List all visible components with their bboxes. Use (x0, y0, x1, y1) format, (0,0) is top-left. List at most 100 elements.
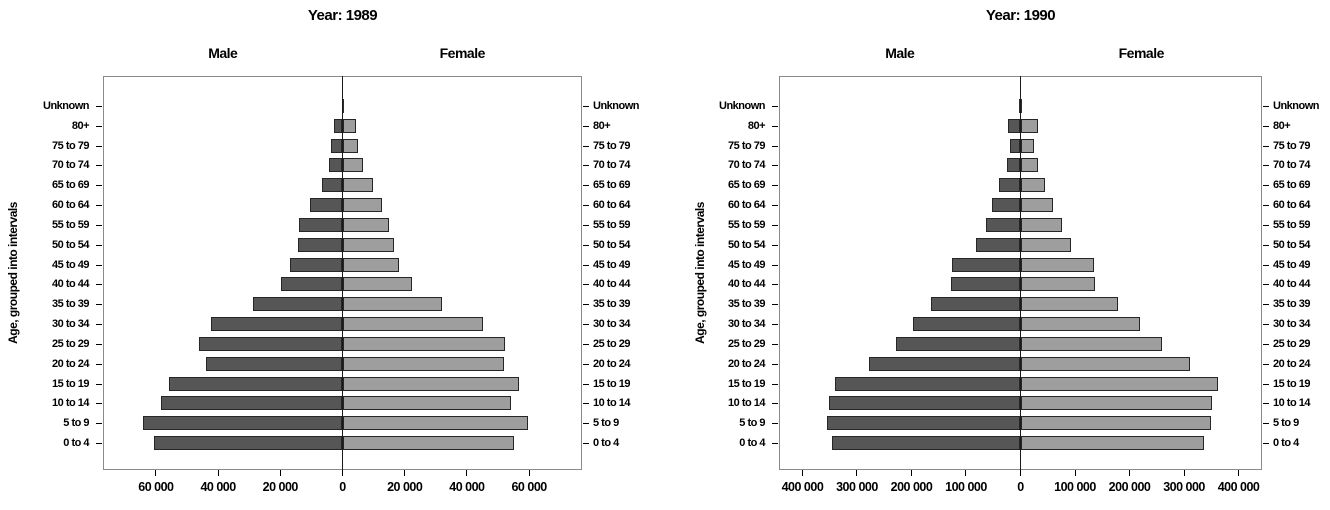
x-axis-tick (801, 470, 803, 476)
x-axis-tick (1129, 470, 1131, 476)
age-tick-left (96, 145, 102, 147)
bar-female (1020, 336, 1162, 351)
age-tick-right (583, 205, 589, 207)
x-axis-tick (965, 470, 967, 476)
age-tick-left (772, 383, 778, 385)
age-tick-left (96, 125, 102, 127)
bar-female (1020, 198, 1054, 213)
bar-female (342, 178, 373, 193)
bar-male (835, 376, 1021, 391)
bar-female (1020, 297, 1119, 312)
age-tick-right (1263, 125, 1269, 127)
age-tick-left (96, 106, 102, 107)
age-tick-left (96, 403, 102, 405)
age-tick-label-right: 10 to 14 (593, 397, 630, 410)
age-tick-right (1263, 244, 1269, 246)
age-tick-right (1263, 106, 1269, 107)
age-tick-right (1263, 383, 1269, 385)
age-tick-label-right: 35 to 39 (1273, 298, 1310, 311)
age-tick-left (772, 423, 778, 425)
age-tick-left (96, 244, 102, 246)
age-tick-left (772, 403, 778, 405)
age-tick-label-right: 5 to 9 (593, 417, 619, 430)
x-axis-tick (155, 470, 157, 476)
bar-female (342, 376, 520, 391)
age-tick-right (1263, 264, 1269, 266)
age-tick-left (96, 304, 102, 306)
age-tick-left (772, 363, 778, 365)
age-tick-right (1263, 324, 1269, 326)
age-tick-label-left: 45 to 49 (728, 258, 765, 271)
bar-female (342, 416, 528, 431)
age-tick-right (583, 264, 589, 266)
bar-male (198, 336, 343, 351)
bar-male (309, 198, 343, 213)
age-tick-right (583, 324, 589, 326)
x-axis-tick-label: 100 000 (945, 480, 987, 494)
bar-female (342, 297, 443, 312)
age-tick-label-left: 65 to 69 (728, 179, 765, 192)
age-tick-label-right: 15 to 19 (1273, 377, 1310, 390)
age-tick-label-right: 5 to 9 (1273, 417, 1299, 430)
age-tick-left (772, 125, 778, 127)
bar-female (342, 138, 359, 153)
bar-male (160, 396, 343, 411)
age-tick-right (583, 125, 589, 127)
zero-axis-line (342, 76, 343, 470)
age-tick-label-left: 60 to 64 (52, 199, 89, 212)
age-tick-right (583, 304, 589, 306)
age-tick-label-left: 55 to 59 (52, 218, 89, 231)
age-tick-label-left: 0 to 4 (63, 437, 89, 449)
bar-male (998, 178, 1021, 193)
age-tick-right (1263, 185, 1269, 187)
age-tick-label-right: 30 to 34 (593, 318, 630, 331)
x-axis-tick-label: 20 000 (262, 480, 299, 494)
x-axis-tick (528, 470, 530, 476)
bar-female (1020, 396, 1212, 411)
age-tick-left (772, 324, 778, 326)
bar-male (211, 317, 343, 332)
age-tick-label-right: 70 to 74 (593, 159, 630, 172)
bar-female (1020, 138, 1034, 153)
age-tick-right (583, 284, 589, 286)
pyramid-chart-1990: Year: 1990 Male Female Age, grouped into… (665, 0, 1330, 510)
age-tick-left (772, 185, 778, 187)
bar-male (826, 416, 1021, 431)
age-tick-label-right: 35 to 39 (593, 298, 630, 311)
x-axis-tick-label: 40 000 (200, 480, 236, 494)
pyramid-chart-1989: Year: 1989 Male Female Age, grouped into… (6, 7, 640, 494)
age-tick-left (96, 224, 102, 226)
age-tick-label-right: 40 to 44 (1273, 278, 1310, 291)
age-tick-label-right: 50 to 54 (593, 238, 630, 251)
bar-male (930, 297, 1021, 312)
age-tick-label-right: 20 to 24 (593, 357, 630, 370)
male-column-header: Male (208, 45, 238, 61)
bar-female (342, 277, 413, 292)
male-column-header: Male (885, 45, 915, 61)
bar-female (1020, 158, 1039, 173)
female-column-header: Female (439, 45, 486, 61)
bar-male (952, 257, 1021, 272)
zero-axis-line (1020, 76, 1021, 470)
age-tick-label-left: Unknown (43, 100, 90, 112)
age-tick-left (96, 383, 102, 385)
age-tick-label-right: 65 to 69 (1273, 179, 1310, 192)
bar-female (1020, 99, 1022, 113)
age-tick-right (1263, 284, 1269, 286)
bar-male (206, 356, 343, 371)
age-tick-right (583, 165, 589, 167)
x-axis-tick-label: 40 000 (449, 480, 485, 494)
age-tick-left (96, 343, 102, 345)
bar-male (895, 336, 1021, 351)
age-tick-label-right: 40 to 44 (593, 278, 630, 291)
age-tick-label-left: 20 to 24 (728, 357, 765, 370)
age-tick-right (583, 423, 589, 425)
bar-female (1020, 178, 1045, 193)
age-tick-right (1263, 205, 1269, 207)
chart-title: Year: 1990 (985, 7, 1056, 24)
x-axis-tick (279, 470, 281, 476)
age-tick-left (772, 304, 778, 306)
age-tick-label-right: 30 to 34 (1273, 318, 1310, 331)
age-tick-label-right: 75 to 79 (593, 139, 630, 152)
